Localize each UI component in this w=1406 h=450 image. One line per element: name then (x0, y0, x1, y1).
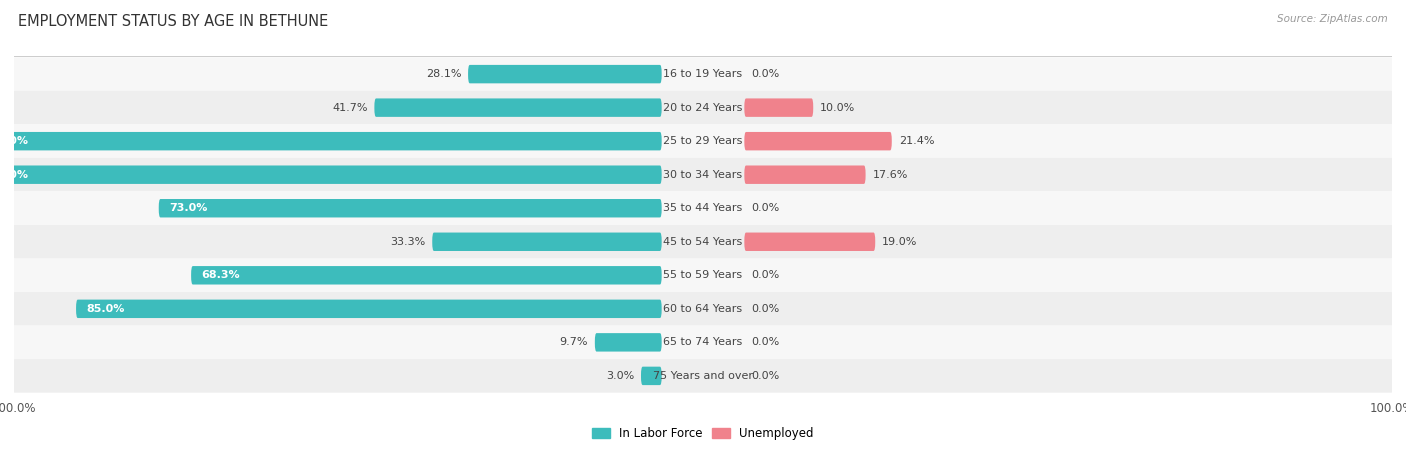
FancyBboxPatch shape (744, 166, 866, 184)
Text: 0.0%: 0.0% (751, 270, 779, 280)
FancyBboxPatch shape (14, 57, 1392, 91)
Text: 0.0%: 0.0% (751, 338, 779, 347)
Text: 75 Years and over: 75 Years and over (652, 371, 754, 381)
FancyBboxPatch shape (14, 359, 1392, 393)
Text: 100.0%: 100.0% (0, 170, 30, 180)
Text: 20 to 24 Years: 20 to 24 Years (664, 103, 742, 112)
Text: 45 to 54 Years: 45 to 54 Years (664, 237, 742, 247)
FancyBboxPatch shape (744, 132, 891, 150)
Text: 10.0%: 10.0% (820, 103, 855, 112)
Legend: In Labor Force, Unemployed: In Labor Force, Unemployed (588, 423, 818, 445)
FancyBboxPatch shape (14, 225, 1392, 259)
Text: 33.3%: 33.3% (389, 237, 426, 247)
FancyBboxPatch shape (744, 233, 875, 251)
Text: Source: ZipAtlas.com: Source: ZipAtlas.com (1277, 14, 1388, 23)
Text: 21.4%: 21.4% (898, 136, 934, 146)
Text: 9.7%: 9.7% (560, 338, 588, 347)
Text: 65 to 74 Years: 65 to 74 Years (664, 338, 742, 347)
FancyBboxPatch shape (159, 199, 662, 217)
Text: 0.0%: 0.0% (751, 304, 779, 314)
Text: EMPLOYMENT STATUS BY AGE IN BETHUNE: EMPLOYMENT STATUS BY AGE IN BETHUNE (18, 14, 329, 28)
FancyBboxPatch shape (432, 233, 662, 251)
Text: 55 to 59 Years: 55 to 59 Years (664, 270, 742, 280)
Text: 35 to 44 Years: 35 to 44 Years (664, 203, 742, 213)
FancyBboxPatch shape (14, 158, 1392, 191)
Text: 17.6%: 17.6% (873, 170, 908, 180)
FancyBboxPatch shape (595, 333, 662, 351)
Text: 60 to 64 Years: 60 to 64 Years (664, 304, 742, 314)
Text: 28.1%: 28.1% (426, 69, 461, 79)
Text: 41.7%: 41.7% (332, 103, 367, 112)
FancyBboxPatch shape (0, 132, 662, 150)
FancyBboxPatch shape (191, 266, 662, 284)
Text: 30 to 34 Years: 30 to 34 Years (664, 170, 742, 180)
Text: 19.0%: 19.0% (882, 237, 918, 247)
Text: 85.0%: 85.0% (86, 304, 125, 314)
Text: 0.0%: 0.0% (751, 203, 779, 213)
FancyBboxPatch shape (14, 191, 1392, 225)
Text: 3.0%: 3.0% (606, 371, 634, 381)
FancyBboxPatch shape (641, 367, 662, 385)
FancyBboxPatch shape (468, 65, 662, 83)
FancyBboxPatch shape (14, 124, 1392, 158)
Text: 0.0%: 0.0% (751, 69, 779, 79)
FancyBboxPatch shape (76, 300, 662, 318)
Text: 73.0%: 73.0% (169, 203, 208, 213)
Text: 25 to 29 Years: 25 to 29 Years (664, 136, 742, 146)
FancyBboxPatch shape (374, 99, 662, 117)
FancyBboxPatch shape (744, 99, 813, 117)
Text: 16 to 19 Years: 16 to 19 Years (664, 69, 742, 79)
Text: 100.0%: 100.0% (0, 136, 30, 146)
FancyBboxPatch shape (14, 91, 1392, 124)
FancyBboxPatch shape (14, 326, 1392, 359)
Text: 68.3%: 68.3% (201, 270, 240, 280)
Text: 0.0%: 0.0% (751, 371, 779, 381)
FancyBboxPatch shape (14, 259, 1392, 292)
FancyBboxPatch shape (0, 166, 662, 184)
FancyBboxPatch shape (14, 292, 1392, 326)
